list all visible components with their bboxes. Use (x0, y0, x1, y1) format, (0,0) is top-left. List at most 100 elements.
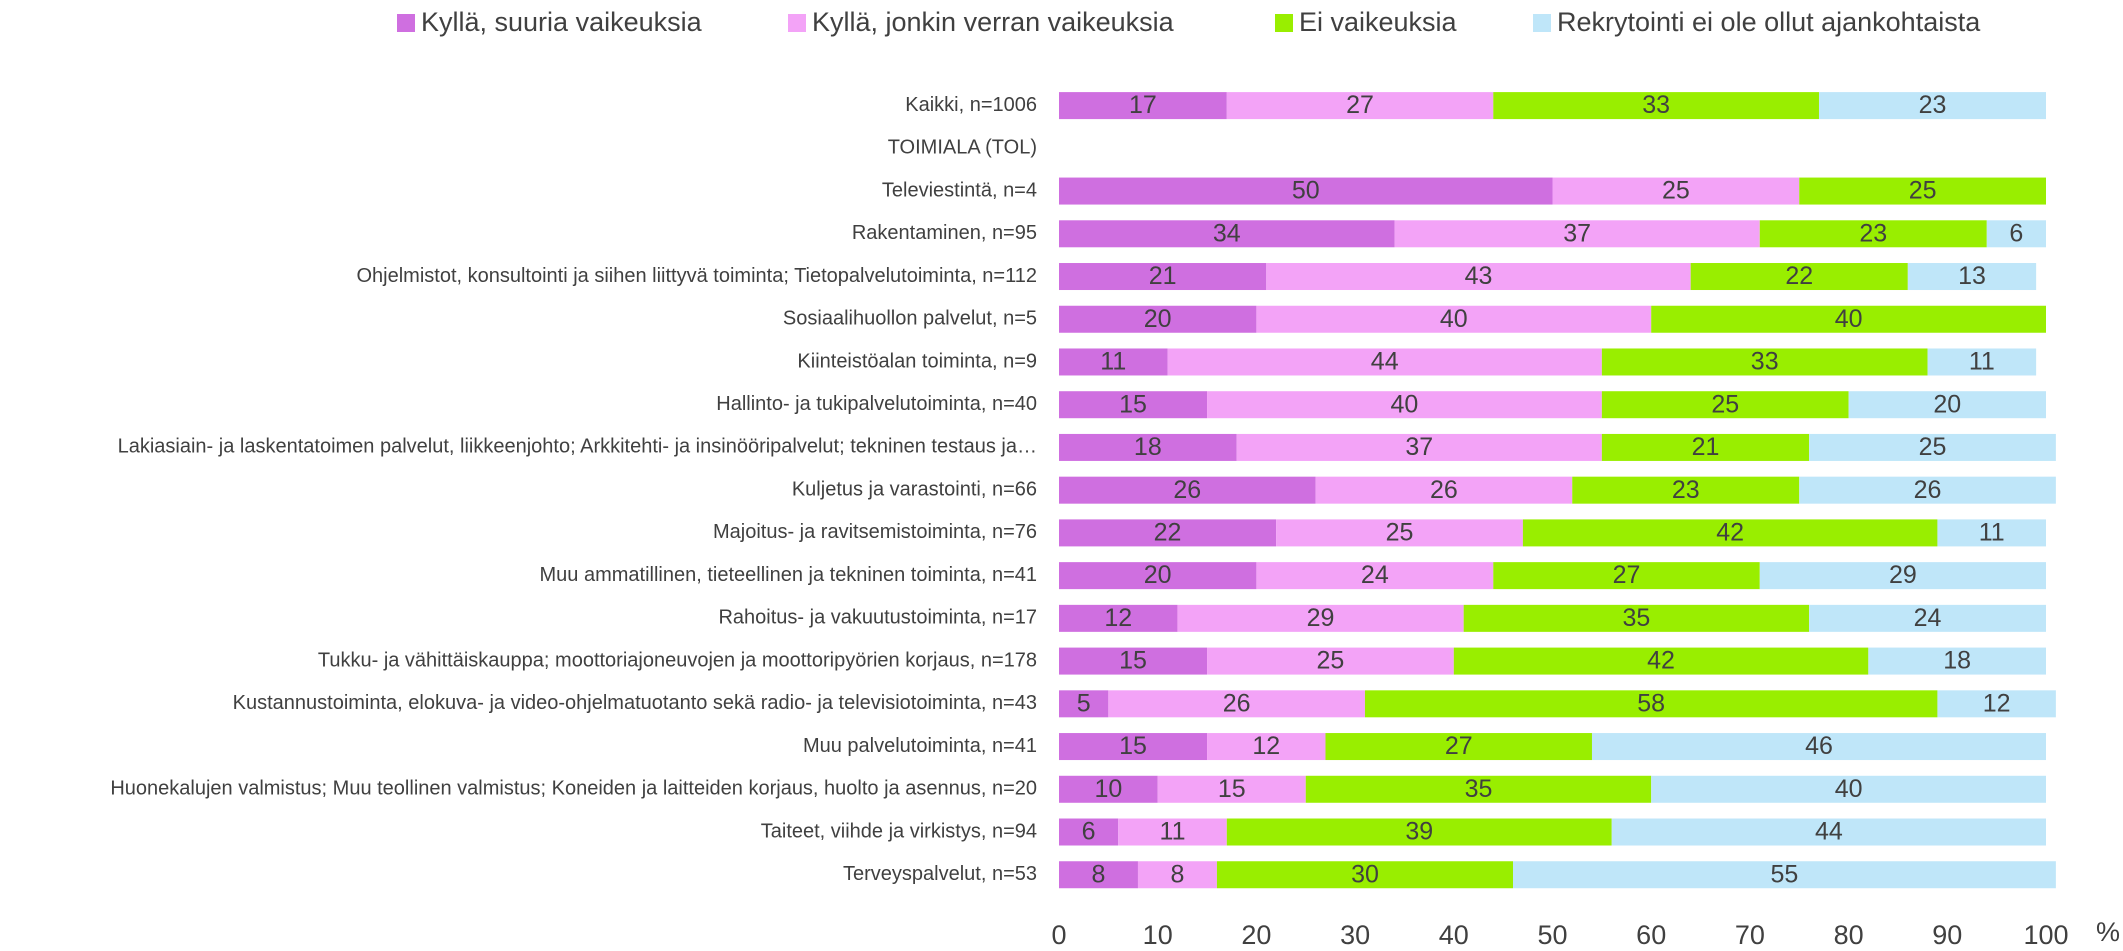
data-label: 12 (1104, 604, 1132, 632)
data-label: 12 (1252, 732, 1280, 760)
bar-segment (1059, 220, 1395, 248)
data-label: 37 (1563, 219, 1591, 247)
data-label: 44 (1371, 348, 1399, 376)
data-label: 18 (1943, 647, 1971, 675)
data-label: 23 (1919, 91, 1947, 119)
y-tick-label: TOIMIALA (TOL) (888, 137, 1037, 159)
x-tick-label: 80 (1834, 920, 1864, 950)
legend-label: Kyllä, suuria vaikeuksia (421, 7, 703, 37)
y-tick-label: Rahoitus- ja vakuutustoiminta, n=17 (718, 607, 1037, 629)
bar-segment (1118, 818, 1227, 846)
x-tick-label: 90 (1932, 920, 1962, 950)
data-label: 20 (1144, 305, 1172, 333)
bar-segment (1759, 220, 1987, 248)
bar-segment (1207, 647, 1454, 675)
x-tick-label: 50 (1537, 920, 1567, 950)
legend-swatch (397, 14, 415, 32)
bar-segment (1059, 519, 1277, 547)
bar-segment (1256, 305, 1652, 333)
x-tick-label: 10 (1143, 920, 1173, 950)
bar-segment (1690, 263, 1908, 291)
data-label: 12 (1983, 689, 2011, 717)
data-label: 25 (1711, 390, 1739, 418)
bar-segment (1601, 348, 1928, 376)
data-label: 24 (1361, 561, 1389, 589)
bar-segment (1059, 861, 1138, 889)
data-label: 42 (1716, 519, 1744, 547)
data-label: 37 (1405, 433, 1433, 461)
bar-segment (1108, 690, 1365, 718)
data-label: 27 (1445, 732, 1473, 760)
bar-segment (1177, 604, 1464, 632)
bar-segment (1799, 177, 2046, 205)
bar-segment (1651, 305, 2046, 333)
y-tick-label: Tukku- ja vähittäiskauppa; moottoriajone… (318, 649, 1037, 671)
data-label: 42 (1647, 647, 1675, 675)
data-label: 8 (1092, 860, 1106, 888)
bar-segment (1364, 690, 1938, 718)
data-label: 15 (1119, 647, 1147, 675)
bar-segment (1937, 519, 2046, 547)
data-label: 6 (1082, 818, 1096, 846)
y-tick-label: Televiestintä, n=4 (882, 179, 1037, 201)
bar-segment (1809, 604, 2046, 632)
y-tick-label: Sosiaalihuollon palvelut, n=5 (783, 308, 1037, 330)
data-label: 23 (1672, 476, 1700, 504)
data-label: 11 (1100, 348, 1126, 376)
data-label: 26 (1223, 689, 1251, 717)
x-tick-label: 0 (1051, 920, 1066, 950)
y-tick-label: Ohjelmistot, konsultointi ja siihen liit… (356, 265, 1037, 287)
bar-segment (1601, 391, 1849, 419)
legend-swatch (1275, 14, 1293, 32)
x-tick-label: 70 (1735, 920, 1765, 950)
bar-segment (1059, 92, 1227, 120)
bar-segment (1394, 220, 1760, 248)
bar-segment (1799, 476, 2056, 504)
bar-segment (1256, 562, 1494, 590)
y-tick-label: Muu palvelutoiminta, n=41 (803, 735, 1037, 757)
y-tick-label: Rakentaminen, n=95 (852, 222, 1037, 244)
bar-segment (1216, 861, 1514, 889)
y-tick-label: Kustannustoiminta, elokuva- ja video-ohj… (233, 692, 1037, 714)
data-label: 20 (1144, 561, 1172, 589)
data-label: 24 (1914, 604, 1942, 632)
data-label: 6 (2009, 219, 2023, 247)
data-label: 22 (1785, 262, 1813, 290)
x-axis-label: % (2096, 917, 2120, 947)
y-tick-label: Majoitus- ja ravitsemistoiminta, n=76 (713, 521, 1037, 543)
data-label: 30 (1351, 860, 1379, 888)
bar-segment (1453, 647, 1869, 675)
data-label: 29 (1889, 561, 1917, 589)
bar-segment (1907, 263, 2037, 291)
data-label: 26 (1430, 476, 1458, 504)
data-label: 39 (1405, 818, 1433, 846)
bar-segment (1591, 733, 2046, 761)
bar-segment (1818, 92, 2046, 120)
data-label: 18 (1134, 433, 1162, 461)
data-label: 55 (1771, 860, 1799, 888)
x-tick-label: 40 (1439, 920, 1469, 950)
bar-segment (1059, 476, 1316, 504)
data-label: 8 (1170, 860, 1184, 888)
data-label: 25 (1909, 177, 1937, 205)
data-label: 35 (1465, 775, 1493, 803)
x-tick-label: 20 (1241, 920, 1271, 950)
data-label: 15 (1218, 775, 1246, 803)
bar-segment (1059, 348, 1168, 376)
data-label: 5 (1077, 689, 1091, 717)
bar-segment (1207, 391, 1602, 419)
bar-segment (1059, 690, 1109, 718)
bar-segment (1493, 562, 1760, 590)
bar-segment (1059, 733, 1208, 761)
data-label: 33 (1751, 348, 1779, 376)
data-label: 23 (1859, 219, 1887, 247)
bar-segment (1463, 604, 1810, 632)
x-tick-label: 100 (2023, 920, 2068, 950)
y-tick-label: Kiinteistöalan toiminta, n=9 (797, 350, 1037, 372)
bar-segment (1986, 220, 2046, 248)
bar-segment (1059, 177, 1553, 205)
bar-segment (1325, 733, 1592, 761)
data-label: 33 (1642, 91, 1670, 119)
bar-segment (1059, 433, 1237, 461)
